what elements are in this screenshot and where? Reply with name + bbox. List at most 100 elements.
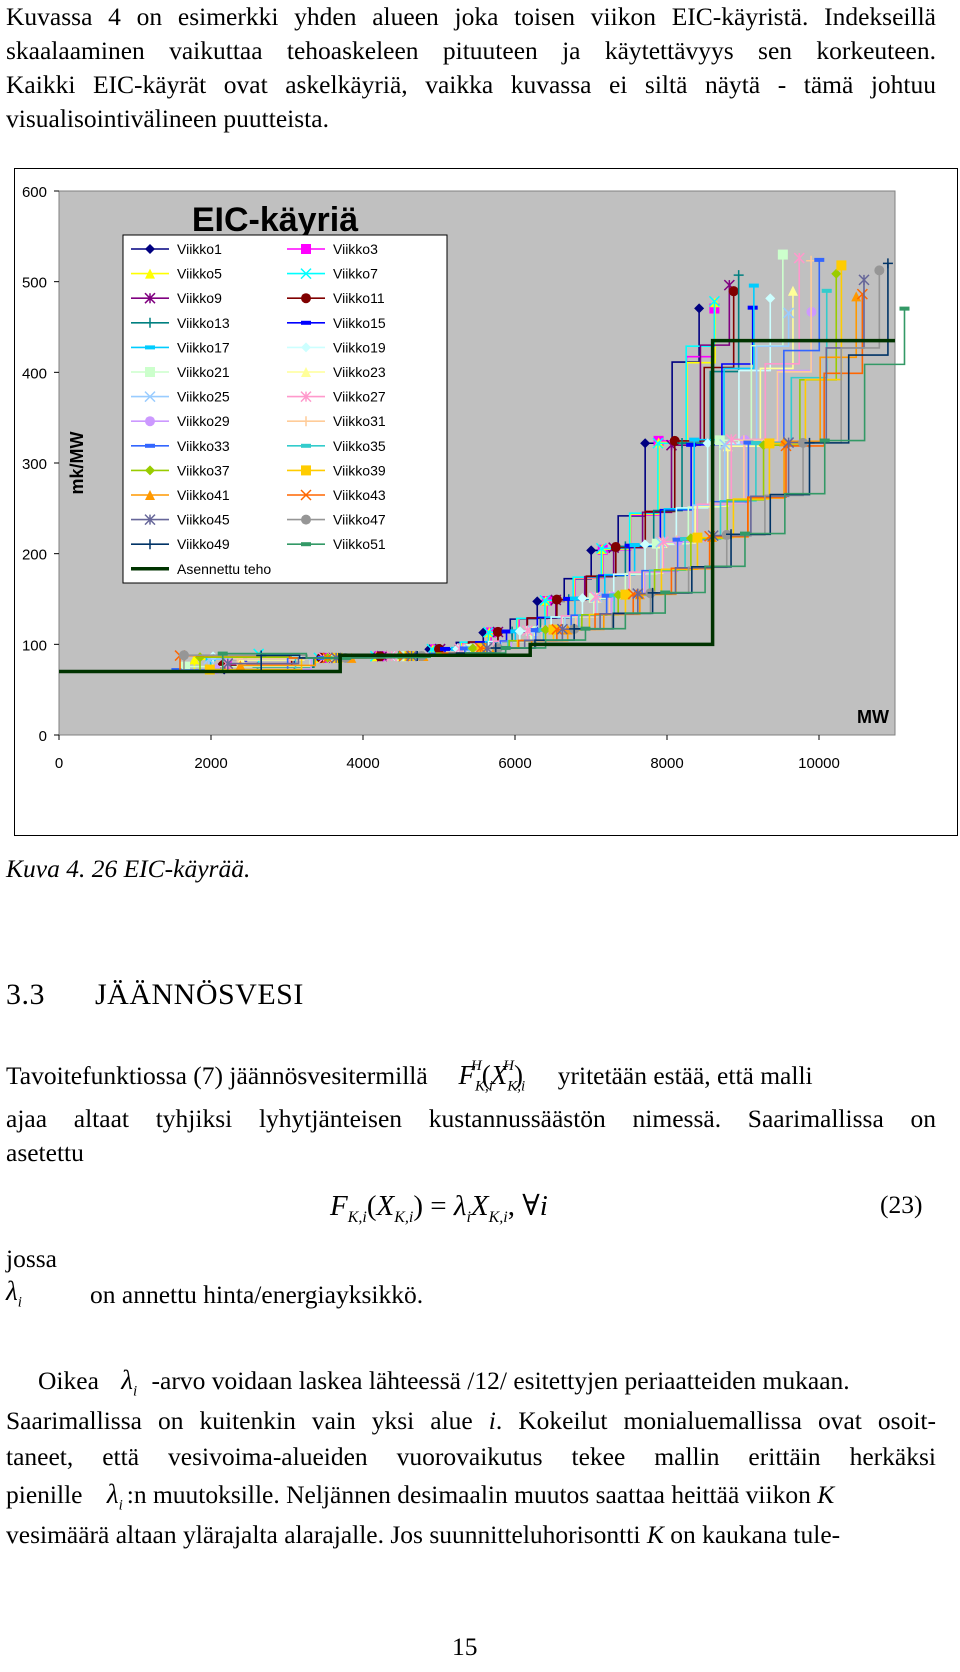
section-title: JÄÄNNÖSVESI [95, 978, 304, 1011]
x-tick-label: 6000 [498, 755, 531, 772]
series-marker [467, 643, 478, 654]
lambda-inline-2: λi [106, 1479, 123, 1514]
legend-item: Viikko25 [131, 389, 230, 405]
legend-label: Viikko17 [177, 339, 230, 355]
section-heading: 3.3 JÄÄNNÖSVESI [6, 978, 304, 1012]
series-marker [748, 283, 759, 288]
y-tick-label: 600 [22, 184, 47, 201]
series-marker [481, 642, 493, 654]
series-marker [514, 626, 525, 637]
series-marker [341, 655, 352, 660]
series-viikko51 [59, 306, 910, 673]
legend-item: Viikko11 [287, 290, 385, 306]
section-number: 3.3 [6, 978, 45, 1011]
series-marker [726, 529, 737, 540]
series-asennettu-teho [59, 338, 895, 674]
series-marker [686, 442, 697, 447]
series-marker [856, 288, 868, 300]
series-marker [144, 391, 156, 403]
series-marker [577, 593, 588, 604]
series-marker [629, 543, 640, 548]
legend-label: Viikko3 [333, 241, 378, 257]
legend-label: Viikko9 [177, 290, 222, 306]
body-p2-line2: Saarimallissa on kuitenkin vain yksi alu… [6, 1404, 936, 1437]
series-marker [764, 438, 775, 449]
lambda-symbol: λi [6, 1276, 22, 1311]
legend-label: Viikko1 [177, 241, 222, 257]
series-marker [145, 490, 155, 500]
series-marker [651, 538, 662, 549]
series-marker [551, 594, 562, 605]
series-marker [821, 288, 832, 293]
legend-label: Viikko29 [177, 413, 230, 429]
series-marker [556, 623, 568, 635]
series-marker [660, 590, 671, 595]
series-marker [180, 661, 191, 672]
p1-before: Tavoitefunktiossa (7) jäännösvesitermill… [6, 1061, 428, 1090]
lambda-definition: on annettu hinta/energiayksikkö. [90, 1280, 424, 1309]
series-marker [640, 438, 651, 449]
y-tick-label: 300 [22, 456, 47, 473]
p2-line4-rest: :n muutoksille. Neljännen desimaalin muu… [126, 1480, 811, 1509]
series-marker [694, 303, 705, 314]
legend-item: Viikko27 [287, 389, 386, 405]
series-marker [540, 624, 551, 635]
series-marker [580, 626, 591, 631]
series-marker [733, 270, 744, 281]
series-marker [627, 588, 639, 600]
legend-item: Viikko21 [131, 364, 230, 380]
series-marker [178, 650, 189, 661]
body-p2-line1: Oikea λi -arvo voidaan laskea lähteessä … [38, 1364, 936, 1408]
series-marker [145, 244, 155, 254]
series-marker [669, 435, 680, 446]
legend-label: Viikko15 [333, 315, 386, 331]
series-marker [739, 531, 750, 536]
p2-pienille: pienille [6, 1480, 83, 1509]
series-marker [882, 258, 893, 269]
p2-line1-rest: -arvo voidaan laskea lähteessä /12/ esit… [151, 1366, 850, 1395]
series-marker [521, 625, 534, 637]
y-tick-label: 0 [39, 728, 47, 745]
series-marker [750, 440, 761, 445]
intro-line-1: Kuvassa 4 on esimerkki yhden alueen joka… [6, 2, 936, 31]
legend-item: Viikko7 [287, 266, 378, 282]
series-marker [300, 268, 312, 280]
series-marker [189, 654, 200, 665]
body-p1-line2: ajaa altaat tyhjiksi lyhytjänteisen kust… [6, 1104, 936, 1133]
legend-label: Viikko11 [333, 290, 385, 306]
legend-item: Viikko47 [287, 512, 386, 528]
series-marker [765, 293, 776, 304]
series-marker [601, 593, 612, 598]
series-marker [145, 268, 155, 279]
series-marker [569, 596, 580, 601]
series-marker [689, 437, 700, 442]
x-tick-label: 2000 [194, 755, 227, 772]
p2-line2-text: Saarimallissa on kuitenkin vain yksi alu… [6, 1406, 473, 1435]
legend-item: Viikko23 [287, 364, 386, 380]
series-marker [708, 295, 720, 307]
series-marker [814, 257, 825, 262]
series-marker [747, 305, 758, 310]
series-marker [301, 367, 311, 377]
series-marker [144, 292, 156, 304]
legend-item: Viikko9 [131, 290, 222, 306]
series-marker [640, 539, 651, 550]
jossa-label: jossa [6, 1244, 57, 1273]
intro-line-4: visualisointivälineen puutteista. [6, 104, 329, 133]
equation-number: (23) [880, 1190, 923, 1219]
series-marker [858, 274, 870, 286]
y-tick-label: 100 [22, 637, 47, 654]
body-p2-line4: pienille λi:n muutoksille. Neljännen des… [6, 1478, 936, 1522]
series-marker [783, 307, 795, 319]
x-tick-label: 0 [55, 755, 63, 772]
p2-line5-text: vesimäärä altaan ylärajalta alarajalle. … [6, 1520, 641, 1549]
legend-box [122, 234, 448, 584]
legend-label: Viikko5 [177, 266, 222, 282]
equation-23: FK,i(XK,i) = λiXK,i, ∀i [330, 1190, 548, 1226]
legend-item: Viikko5 [131, 266, 222, 282]
legend-label: Viikko13 [177, 315, 230, 331]
series-marker [145, 465, 155, 476]
x-axis-label: MW [857, 707, 889, 727]
legend-label: Viikko51 [333, 536, 386, 552]
